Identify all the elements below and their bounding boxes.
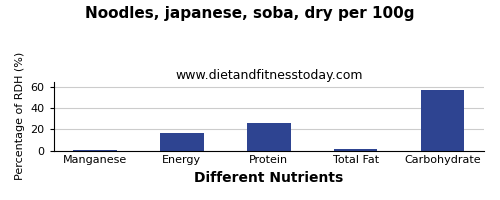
X-axis label: Different Nutrients: Different Nutrients [194, 171, 344, 185]
Bar [247, 123, 290, 151]
Text: Noodles, japanese, soba, dry per 100g: Noodles, japanese, soba, dry per 100g [85, 6, 415, 21]
Bar [74, 150, 116, 151]
Title: www.dietandfitnesstoday.com: www.dietandfitnesstoday.com [175, 69, 362, 82]
Bar [334, 149, 378, 151]
Y-axis label: Percentage of RDH (%): Percentage of RDH (%) [15, 52, 25, 180]
Bar [421, 90, 465, 151]
Bar [160, 133, 204, 151]
